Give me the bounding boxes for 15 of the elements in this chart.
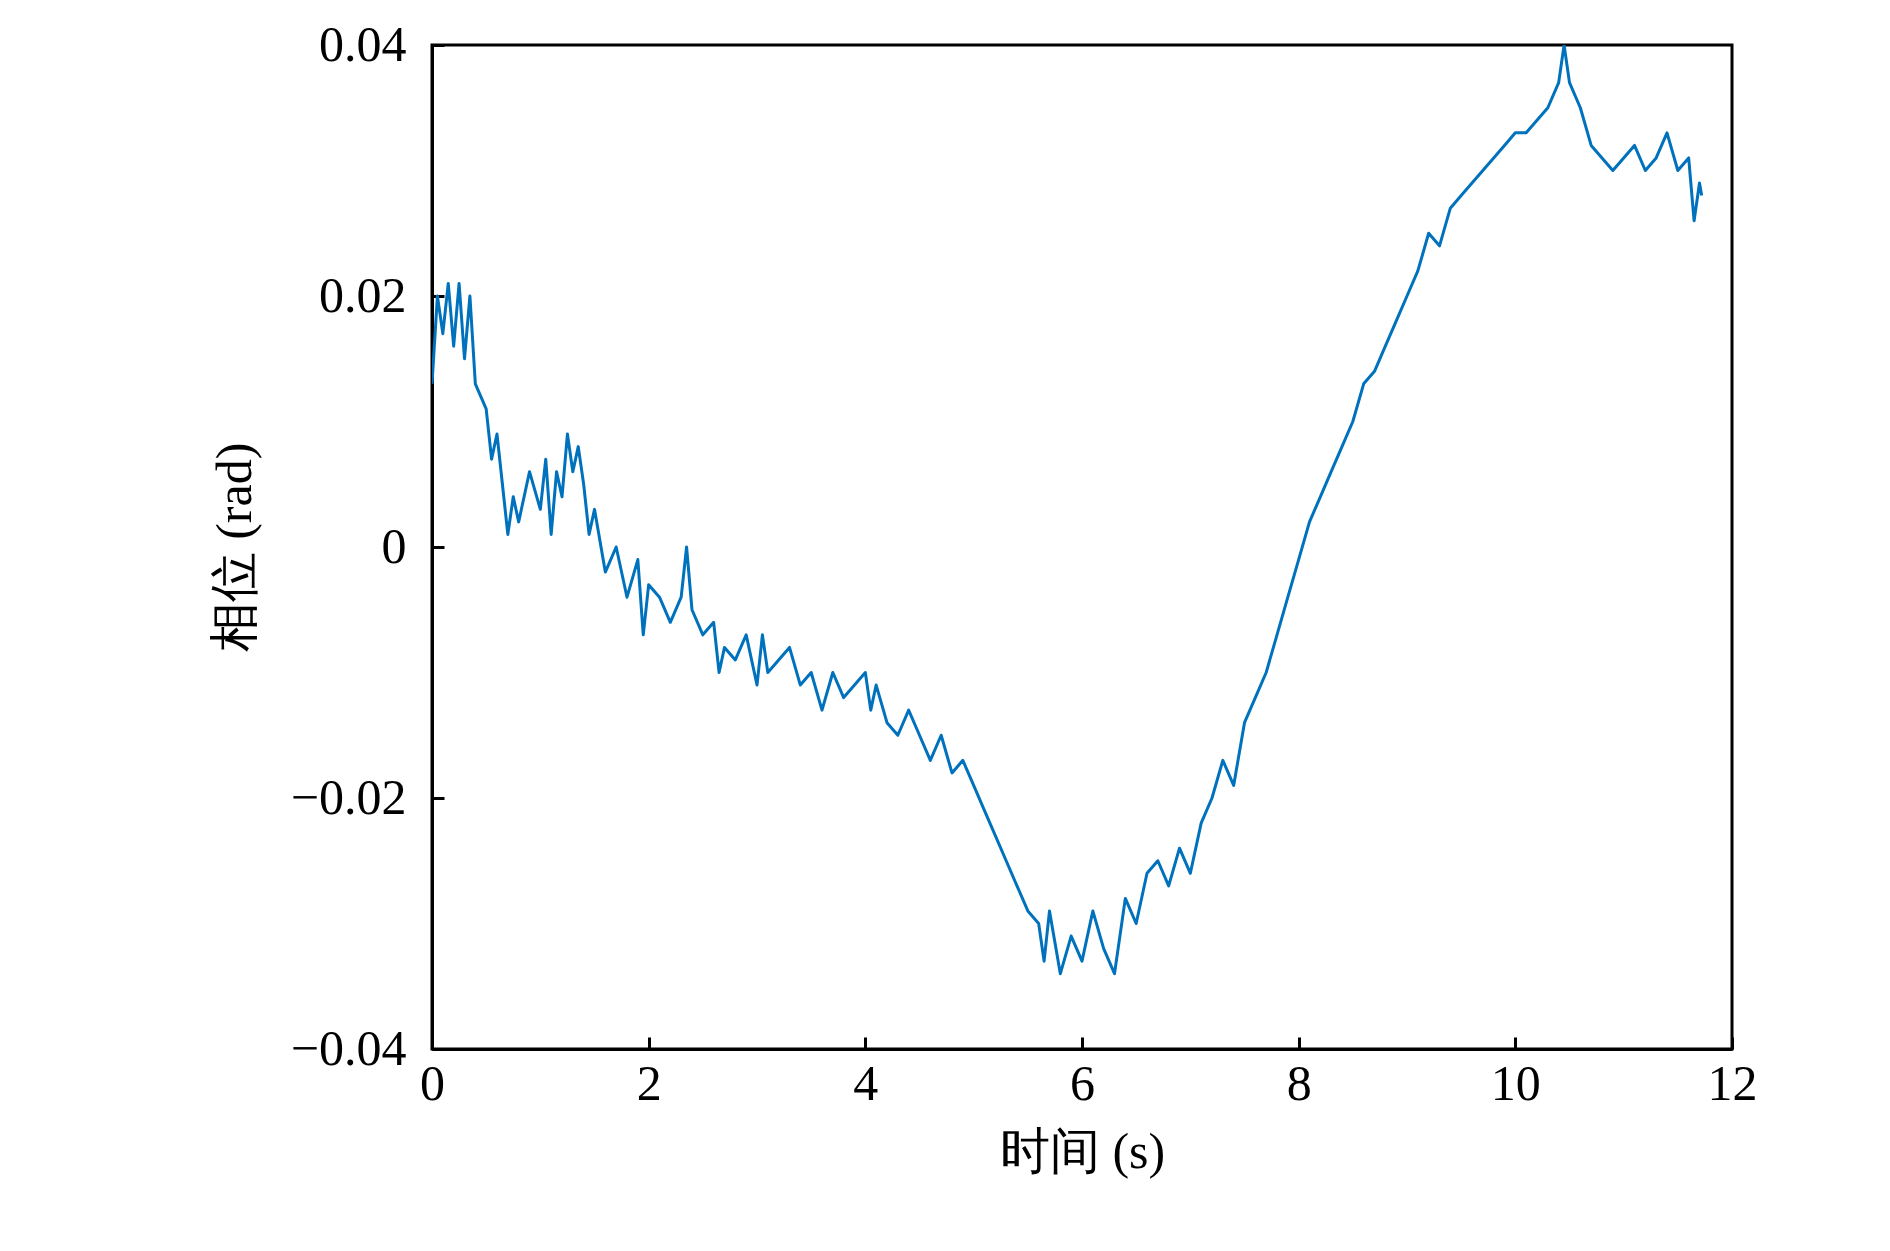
y-axis-title: 相位 (rad) bbox=[205, 442, 262, 653]
x-tick-label: 12 bbox=[1707, 1054, 1758, 1111]
line-series bbox=[432, 45, 1704, 976]
x-tick-label: 4 bbox=[853, 1054, 879, 1111]
x-tick-label: 0 bbox=[420, 1054, 445, 1111]
y-tick-label: 0 bbox=[381, 517, 407, 574]
y-tick-label: −0.04 bbox=[290, 1019, 407, 1076]
x-tick-label: 2 bbox=[636, 1054, 662, 1111]
y-tick-label: 0.04 bbox=[319, 15, 407, 72]
x-axis-title: 时间 (s) bbox=[999, 1122, 1166, 1179]
x-tick-label: 10 bbox=[1490, 1054, 1541, 1111]
y-tick-label: −0.02 bbox=[290, 768, 407, 825]
x-tick-label: 8 bbox=[1286, 1054, 1312, 1111]
y-tick-label: 0.02 bbox=[319, 266, 407, 323]
x-tick-label: 6 bbox=[1070, 1054, 1095, 1111]
